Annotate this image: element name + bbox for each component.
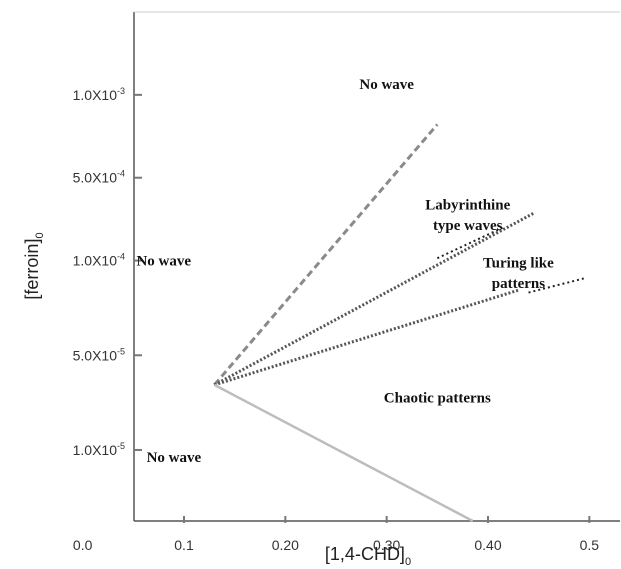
series-line-2 [213,211,535,387]
x-tick-label-1: 0.1 [174,537,194,553]
dotted-tail-layer [436,226,585,294]
x-axis-title: [1,4-CHD]0 [325,544,411,568]
y-tick-label-2: 1.0X10-4 [73,252,125,269]
region-label-2: type waves [433,218,503,234]
x-tick-label-4: 0.40 [474,537,501,553]
region-labels: No wave Labyrinthine type waves Turing like… [136,77,554,466]
y-tick-label-exponent: -5 [117,346,125,356]
series-layer [213,123,535,523]
x-ticks: 0.0 0.1 0.20 0.30 0.40 0.5 [73,516,599,553]
y-axis-title-sub: 0 [34,232,46,238]
series-line-1 [213,123,439,386]
x-tick-label-0: 0.0 [73,537,93,553]
region-label-3: Turing like [483,256,554,272]
series-line-3 [213,288,519,387]
y-tick-label-exponent: -4 [117,169,125,179]
region-label-7: No wave [147,450,202,466]
region-label-4: patterns [492,276,545,292]
y-tick-label-exponent: -3 [117,86,125,96]
y-tick-label-4: 1.0X10-5 [73,441,125,458]
x-tick-label-2: 0.20 [272,537,299,553]
x-tick-label-3: 0.30 [373,537,400,553]
y-tick-label-base: 1.0X10 [73,87,118,103]
y-axis-title: [ferroin]0 [22,232,46,299]
y-tick-label-base: 5.0X10 [73,347,118,363]
y-tick-label-base: 1.0X10 [73,253,118,269]
region-label-0: No wave [359,77,414,93]
y-tick-label-exponent: -5 [117,441,125,451]
x-axis-title-sub: 0 [405,556,411,568]
y-tick-label-1: 5.0X10-4 [73,169,125,186]
x-tick-label-5: 0.5 [580,537,600,553]
plot-frame [133,11,620,522]
y-axis-title-main: [ferroin] [22,239,42,300]
y-tick-label-base: 5.0X10 [73,170,118,186]
label-leader-2 [436,226,504,260]
region-label-1: Labyrinthine [425,198,510,214]
y-tick-label-3: 5.0X10-5 [73,346,125,363]
series-line-4 [213,383,474,523]
region-label-6: Chaotic patterns [384,391,491,407]
region-label-5: No wave [136,253,191,269]
y-tick-label-exponent: -4 [117,252,125,262]
y-tick-label-base: 1.0X10 [73,442,118,458]
x-axis-title-main: [1,4-CHD] [325,544,405,564]
y-tick-label-0: 1.0X10-3 [73,86,125,103]
y-ticks: 1.0X10-35.0X10-41.0X10-45.0X10-51.0X10-5 [73,86,142,458]
